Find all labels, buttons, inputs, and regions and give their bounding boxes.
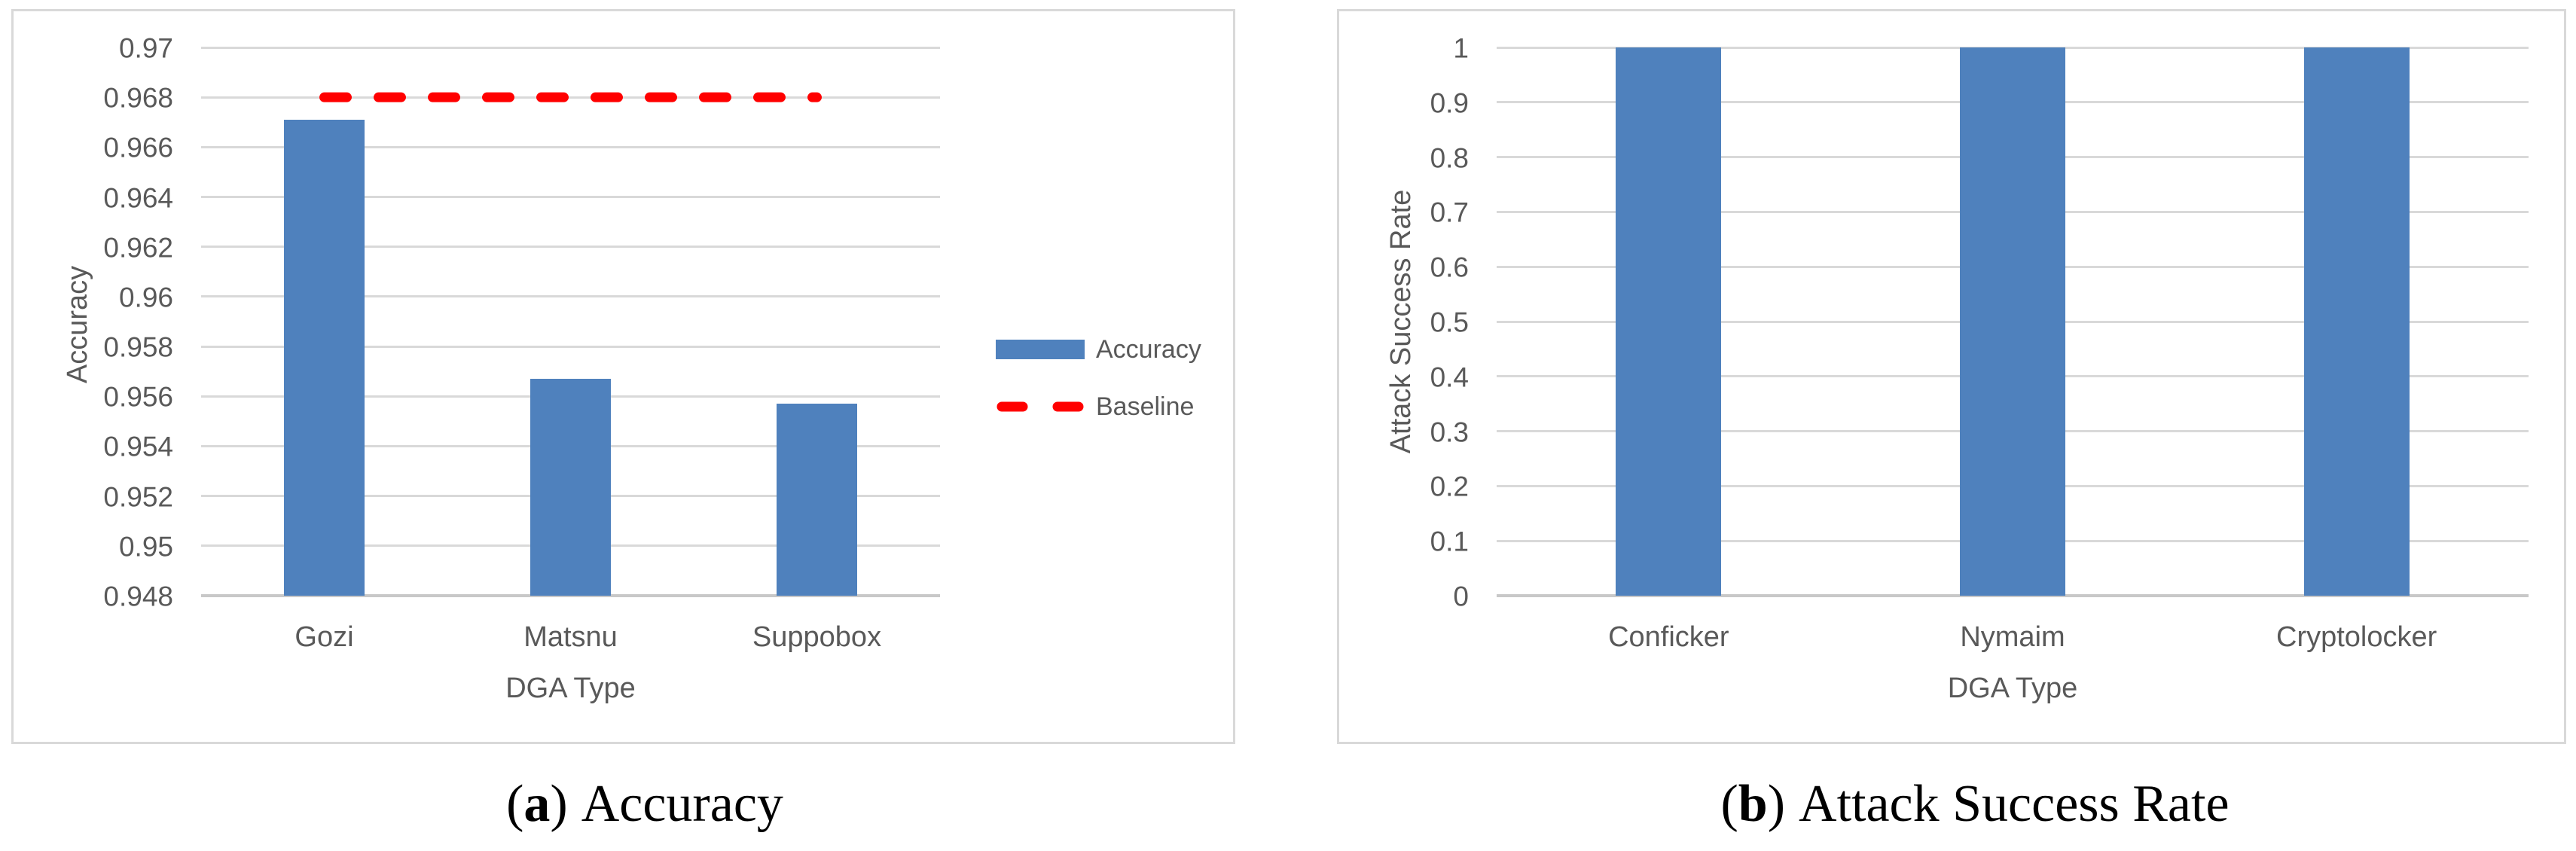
y-tick-label: 0.6 xyxy=(1430,252,1469,283)
y-tick-label: 0.962 xyxy=(103,232,173,264)
gridline xyxy=(201,196,940,199)
x-category-label: Matsnu xyxy=(523,621,618,653)
y-tick-label: 0.968 xyxy=(103,82,173,114)
bar-matsnu xyxy=(530,379,611,596)
gridline xyxy=(201,46,940,49)
chart-panel-a xyxy=(11,9,1235,744)
caption-letter: b xyxy=(1738,775,1768,833)
y-tick-label: 0.95 xyxy=(118,531,173,563)
caption-text: Accuracy xyxy=(581,775,783,833)
legend-label-accuracy: Accuracy xyxy=(1096,335,1201,364)
x-category-label: Conficker xyxy=(1608,621,1729,653)
y-tick-label: 0.9 xyxy=(1430,87,1469,119)
x-category-label: Suppobox xyxy=(752,621,882,653)
y-tick-label: 0.2 xyxy=(1430,471,1469,502)
y-tick-label: 0.964 xyxy=(103,182,173,214)
gridline xyxy=(201,246,940,249)
y-tick-label: 0.96 xyxy=(118,282,173,313)
bar-cryptolocker xyxy=(2303,47,2410,596)
y-tick-label: 0 xyxy=(1453,581,1469,612)
x-axis-line xyxy=(1497,594,2529,597)
gridline xyxy=(201,96,940,99)
bar-suppobox xyxy=(777,404,857,596)
legend-label-baseline: Baseline xyxy=(1096,392,1195,421)
baseline-dashed-line xyxy=(319,92,822,102)
y-tick-label: 0.97 xyxy=(118,32,173,64)
y-axis-title: Attack Success Rate xyxy=(1385,189,1417,454)
y-tick-label: 0.8 xyxy=(1430,142,1469,174)
caption-letter: a xyxy=(523,775,551,833)
gridline xyxy=(201,345,940,348)
caption-close-paren: ) xyxy=(1767,775,1786,833)
y-tick-label: 0.4 xyxy=(1430,361,1469,393)
caption-open-paren: ( xyxy=(1720,775,1738,833)
caption-close-paren: ) xyxy=(550,775,568,833)
y-tick-label: 0.956 xyxy=(103,381,173,413)
y-tick-label: 0.952 xyxy=(103,481,173,513)
caption-text: Attack Success Rate xyxy=(1799,775,2230,833)
caption-open-paren: ( xyxy=(506,775,524,833)
gridline xyxy=(201,145,940,148)
legend-baseline-swatch xyxy=(997,401,1084,412)
x-axis-title: DGA Type xyxy=(505,673,636,704)
legend-accuracy-swatch xyxy=(996,340,1085,359)
y-tick-label: 0.1 xyxy=(1430,526,1469,557)
y-tick-label: 0.5 xyxy=(1430,307,1469,338)
y-tick-label: 1 xyxy=(1453,32,1469,64)
subfigure-caption-a: (a) Accuracy xyxy=(506,778,783,831)
x-category-label: Cryptolocker xyxy=(2276,621,2437,653)
y-tick-label: 0.966 xyxy=(103,132,173,163)
gridline xyxy=(201,295,940,298)
y-tick-label: 0.948 xyxy=(103,581,173,612)
y-tick-label: 0.3 xyxy=(1430,416,1469,448)
bar-conficker xyxy=(1616,47,1722,596)
x-axis-title: DGA Type xyxy=(1947,673,2078,704)
bar-gozi xyxy=(284,119,365,596)
y-tick-label: 0.7 xyxy=(1430,197,1469,228)
x-category-label: Nymaim xyxy=(1960,621,2065,653)
bar-nymaim xyxy=(1960,47,2065,596)
y-axis-title: Accuracy xyxy=(62,265,93,384)
y-tick-label: 0.958 xyxy=(103,331,173,363)
y-tick-label: 0.954 xyxy=(103,431,173,462)
x-category-label: Gozi xyxy=(295,621,354,653)
x-axis-line xyxy=(201,594,940,597)
subfigure-caption-b: (b) Attack Success Rate xyxy=(1720,778,2229,831)
